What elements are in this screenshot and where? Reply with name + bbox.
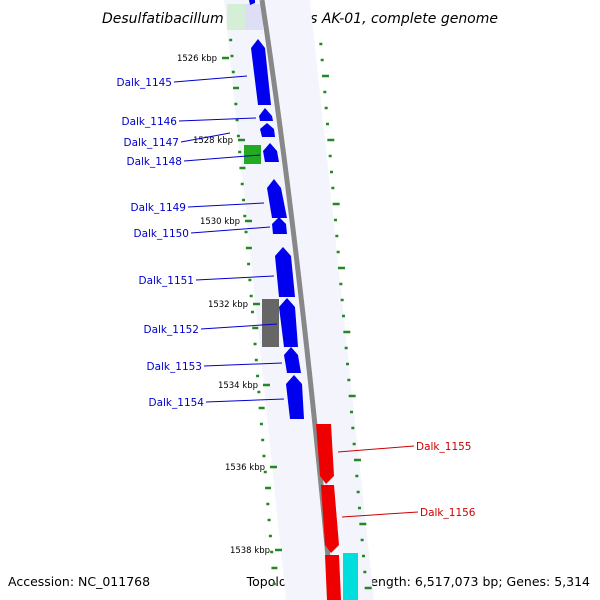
- gene-arrow-dalk-1149: [267, 179, 287, 218]
- gene-arrow-dalk-1156: [321, 485, 339, 553]
- scale-label: 1526 kbp: [177, 54, 217, 64]
- gene-label-leader: [200, 323, 278, 330]
- gene-label[interactable]: Dalk_1155: [416, 441, 472, 453]
- gene-arrow-dalk-1145: [249, 0, 255, 5]
- scale-label: 1532 kbp: [208, 300, 248, 310]
- gene-arrow-dalk-1157: [325, 555, 341, 600]
- gene-label[interactable]: Dalk_1152: [144, 324, 200, 336]
- gene-label-leader: [173, 75, 248, 83]
- gene-label-leader: [205, 398, 285, 403]
- gene-label-leader: [203, 362, 283, 367]
- gene-label[interactable]: Dalk_1146: [122, 116, 178, 128]
- gene-label-leader: [183, 154, 261, 162]
- gene-label[interactable]: Dalk_1145: [117, 77, 173, 89]
- gene-label-leader: [180, 132, 231, 143]
- other-feature: [343, 553, 358, 600]
- rna-feature-dalk-1148: [244, 145, 261, 164]
- gc-skew-inner-track: [229, 38, 278, 586]
- gene-arrow-dalk-1155: [316, 424, 334, 484]
- scale-label: 1538 kbp: [230, 546, 270, 556]
- scale-ticks: 1526 kbp 1528 kbp 1530 kbp 1532 kbp 1534 kbp…: [177, 54, 282, 556]
- gene-arrow-dalk-1154: [286, 375, 304, 419]
- gene-arrow-dalk-1153: [284, 347, 301, 373]
- gene-labels: Dalk_1145 Dalk_1146 Dalk_1147 Dalk_1148 Dalk…: [117, 75, 476, 519]
- rna-background-box: [227, 4, 245, 30]
- gc-skew-outer-track: [319, 42, 372, 590]
- gene-label[interactable]: Dalk_1154: [149, 397, 205, 409]
- gene-label-leader: [337, 445, 415, 453]
- gene-arrow-dalk-1146: [259, 108, 273, 121]
- gene-label[interactable]: Dalk_1150: [134, 228, 190, 240]
- gene-arrow-dalk-1148: [263, 143, 279, 162]
- gene-arrow-dalk-1152: [279, 298, 298, 347]
- scale-label: 1534 kbp: [218, 381, 258, 391]
- pseudo-feature-dalk-1152: [262, 299, 279, 347]
- gene-label[interactable]: Dalk_1156: [420, 507, 476, 519]
- accession-text: Accession: NC_011768: [8, 574, 150, 589]
- gene-label[interactable]: Dalk_1149: [131, 202, 187, 214]
- gene-label[interactable]: Dalk_1153: [147, 361, 203, 373]
- scale-label: 1536 kbp: [225, 463, 265, 473]
- gene-label-leader: [341, 511, 419, 518]
- gene-label[interactable]: Dalk_1151: [139, 275, 195, 287]
- gene-label-leader: [178, 117, 257, 122]
- gene-arrow-dalk-1150: [272, 217, 287, 234]
- gene-arrow-dalk-1151: [275, 247, 295, 297]
- gene-label-leader: [190, 226, 271, 234]
- gene-label-leader: [187, 202, 265, 208]
- gene-label[interactable]: Dalk_1147: [124, 137, 180, 149]
- gene-label-leader: [195, 275, 275, 281]
- gene-features: [244, 0, 358, 600]
- feature-background-box: [245, 4, 263, 30]
- gene-arrow-dalk-1145-body: [251, 39, 271, 105]
- gene-arrow-dalk-1147: [260, 123, 275, 137]
- scale-label: 1530 kbp: [200, 217, 240, 227]
- gene-label[interactable]: Dalk_1148: [127, 156, 183, 168]
- scale-label: 1528 kbp: [193, 136, 233, 146]
